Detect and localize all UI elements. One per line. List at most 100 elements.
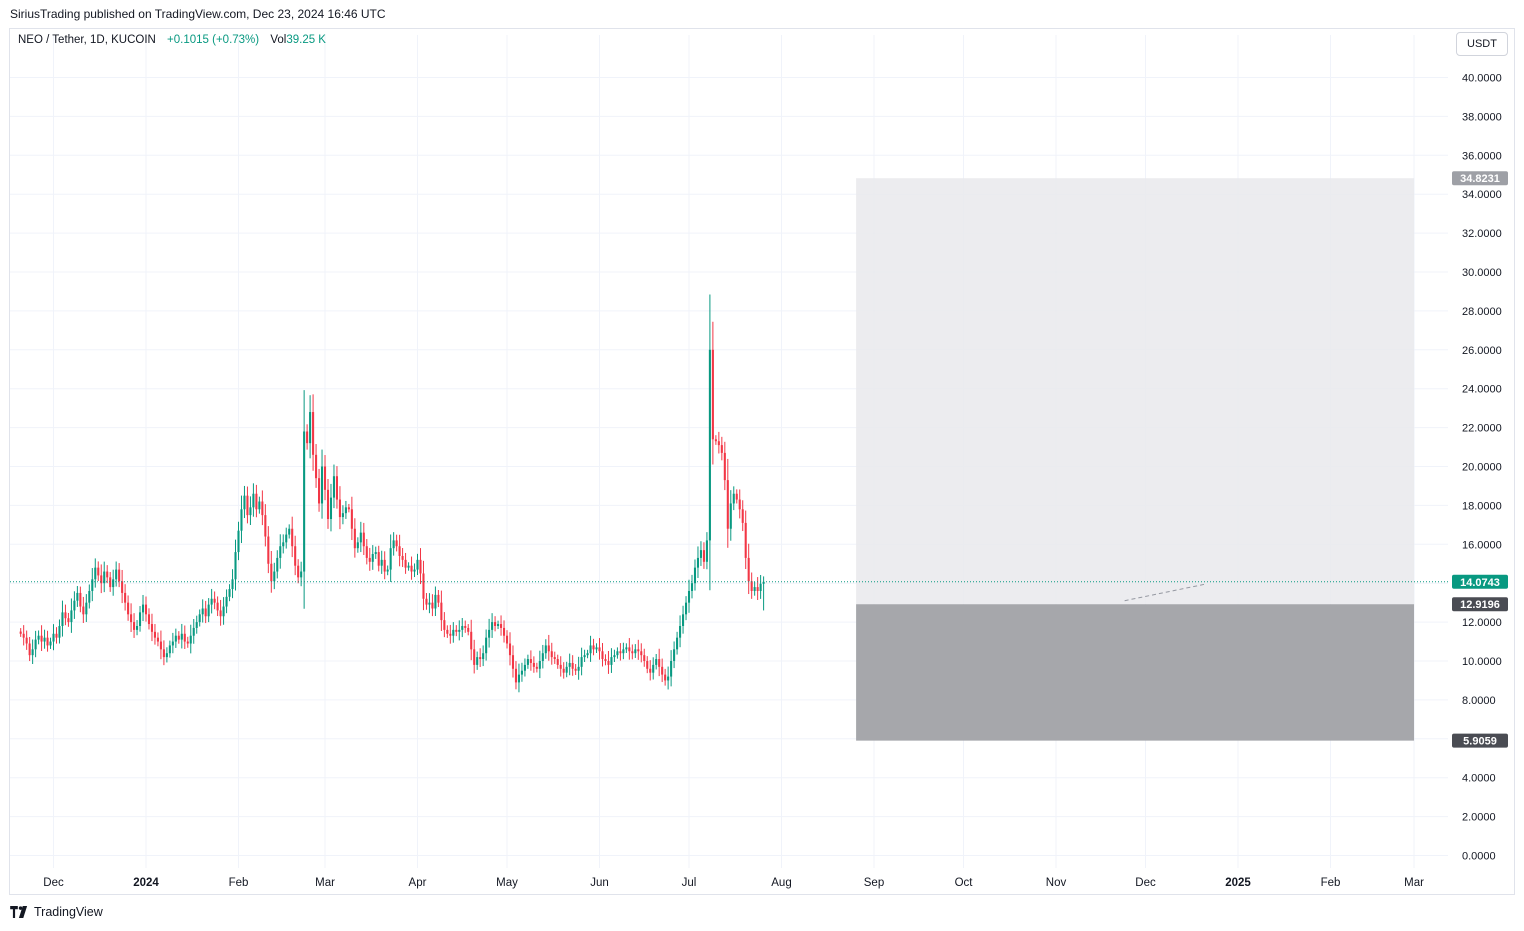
candle [201, 599, 204, 623]
candle-body [667, 676, 670, 681]
x-tick-label: Feb [1321, 877, 1341, 889]
candle-body [541, 653, 544, 661]
candle-body [720, 445, 723, 453]
candle-body [395, 540, 398, 547]
y-tick-label: 36.0000 [1462, 150, 1502, 162]
candle [491, 613, 494, 638]
candle-body [270, 563, 273, 582]
candle [577, 656, 580, 680]
y-tick-label: 4.0000 [1462, 773, 1496, 785]
candle-body [323, 466, 327, 490]
candle-body [434, 594, 437, 609]
candle-body [312, 412, 315, 455]
candle-body [252, 493, 255, 508]
candle [380, 550, 383, 574]
x-tick-label: Mar [1404, 877, 1424, 889]
candle-body [177, 635, 180, 640]
x-tick-label: Nov [1046, 877, 1067, 889]
candle-body [371, 554, 374, 562]
candle [687, 579, 691, 613]
candle [502, 620, 506, 643]
candle-body [207, 604, 210, 617]
candle [165, 647, 168, 663]
candle [297, 559, 300, 584]
candle-body [726, 480, 729, 529]
zone-bottom-badge: 5.9059 [1452, 733, 1508, 748]
candle [517, 663, 520, 693]
candle-body [156, 637, 159, 642]
candle [144, 596, 148, 622]
candle-body [374, 552, 377, 555]
candle-body [46, 637, 49, 646]
candle [526, 654, 529, 669]
candle [150, 613, 154, 642]
last-price-badge: 14.0743 [1452, 574, 1508, 589]
candle-body [121, 581, 124, 593]
candle-body [625, 647, 628, 650]
zone-bottom-badge-text: 5.9059 [1463, 736, 1497, 748]
candle-body [756, 587, 759, 591]
currency-button[interactable]: USDT [1456, 32, 1508, 56]
candle [76, 586, 79, 607]
candle-body [85, 602, 88, 615]
candle [431, 594, 434, 617]
candle [753, 581, 756, 596]
candle-body [526, 659, 529, 665]
candle-body [100, 575, 103, 584]
candle-body [401, 555, 404, 560]
candle-body [431, 602, 434, 609]
candle [219, 599, 222, 626]
candle-body [225, 596, 228, 607]
candle [153, 624, 156, 645]
candle-body [708, 349, 711, 541]
candle-body [261, 501, 264, 516]
candle-body [425, 598, 428, 605]
candle [649, 660, 652, 681]
candle-body [517, 674, 520, 683]
x-tick-label: Apr [409, 877, 427, 889]
candle [389, 534, 392, 582]
candle-body [70, 610, 73, 623]
candle-body [130, 614, 133, 623]
candle [344, 500, 347, 519]
candle-body [640, 651, 643, 656]
candle-body [449, 633, 452, 636]
axes: 0.00002.00004.00006.00008.000010.000012.… [43, 73, 1508, 889]
footer-brand[interactable]: TradingView [10, 905, 103, 919]
candle [338, 486, 341, 530]
candle-body [505, 635, 509, 644]
candle [401, 547, 404, 568]
candle-body [356, 542, 359, 549]
candle [679, 615, 682, 648]
y-tick-label: 8.0000 [1462, 695, 1496, 707]
candle-body [306, 431, 309, 444]
publisher-caption: SiriusTrading published on TradingView.c… [10, 7, 386, 21]
candle-body [467, 627, 470, 632]
candle-body [171, 641, 174, 646]
candle [652, 657, 655, 680]
candle [643, 648, 646, 667]
candle [684, 596, 688, 621]
candle-body [58, 625, 61, 638]
candle-body [452, 629, 455, 636]
candle [61, 600, 64, 637]
candle [103, 561, 106, 593]
candle [195, 615, 198, 634]
candle-body [568, 662, 571, 667]
candle [371, 545, 374, 570]
candle [449, 624, 452, 644]
candle [708, 294, 711, 591]
candle [628, 638, 631, 660]
candle-body [410, 565, 413, 572]
candle-body [234, 552, 237, 580]
candle [282, 534, 285, 554]
x-tick-label: May [496, 877, 518, 889]
candle [655, 653, 658, 670]
candle [365, 539, 368, 565]
candle [240, 495, 243, 544]
candle [294, 535, 297, 576]
x-tick-label: Sep [864, 877, 884, 889]
candle-body [279, 546, 282, 558]
candle-body [347, 507, 350, 510]
